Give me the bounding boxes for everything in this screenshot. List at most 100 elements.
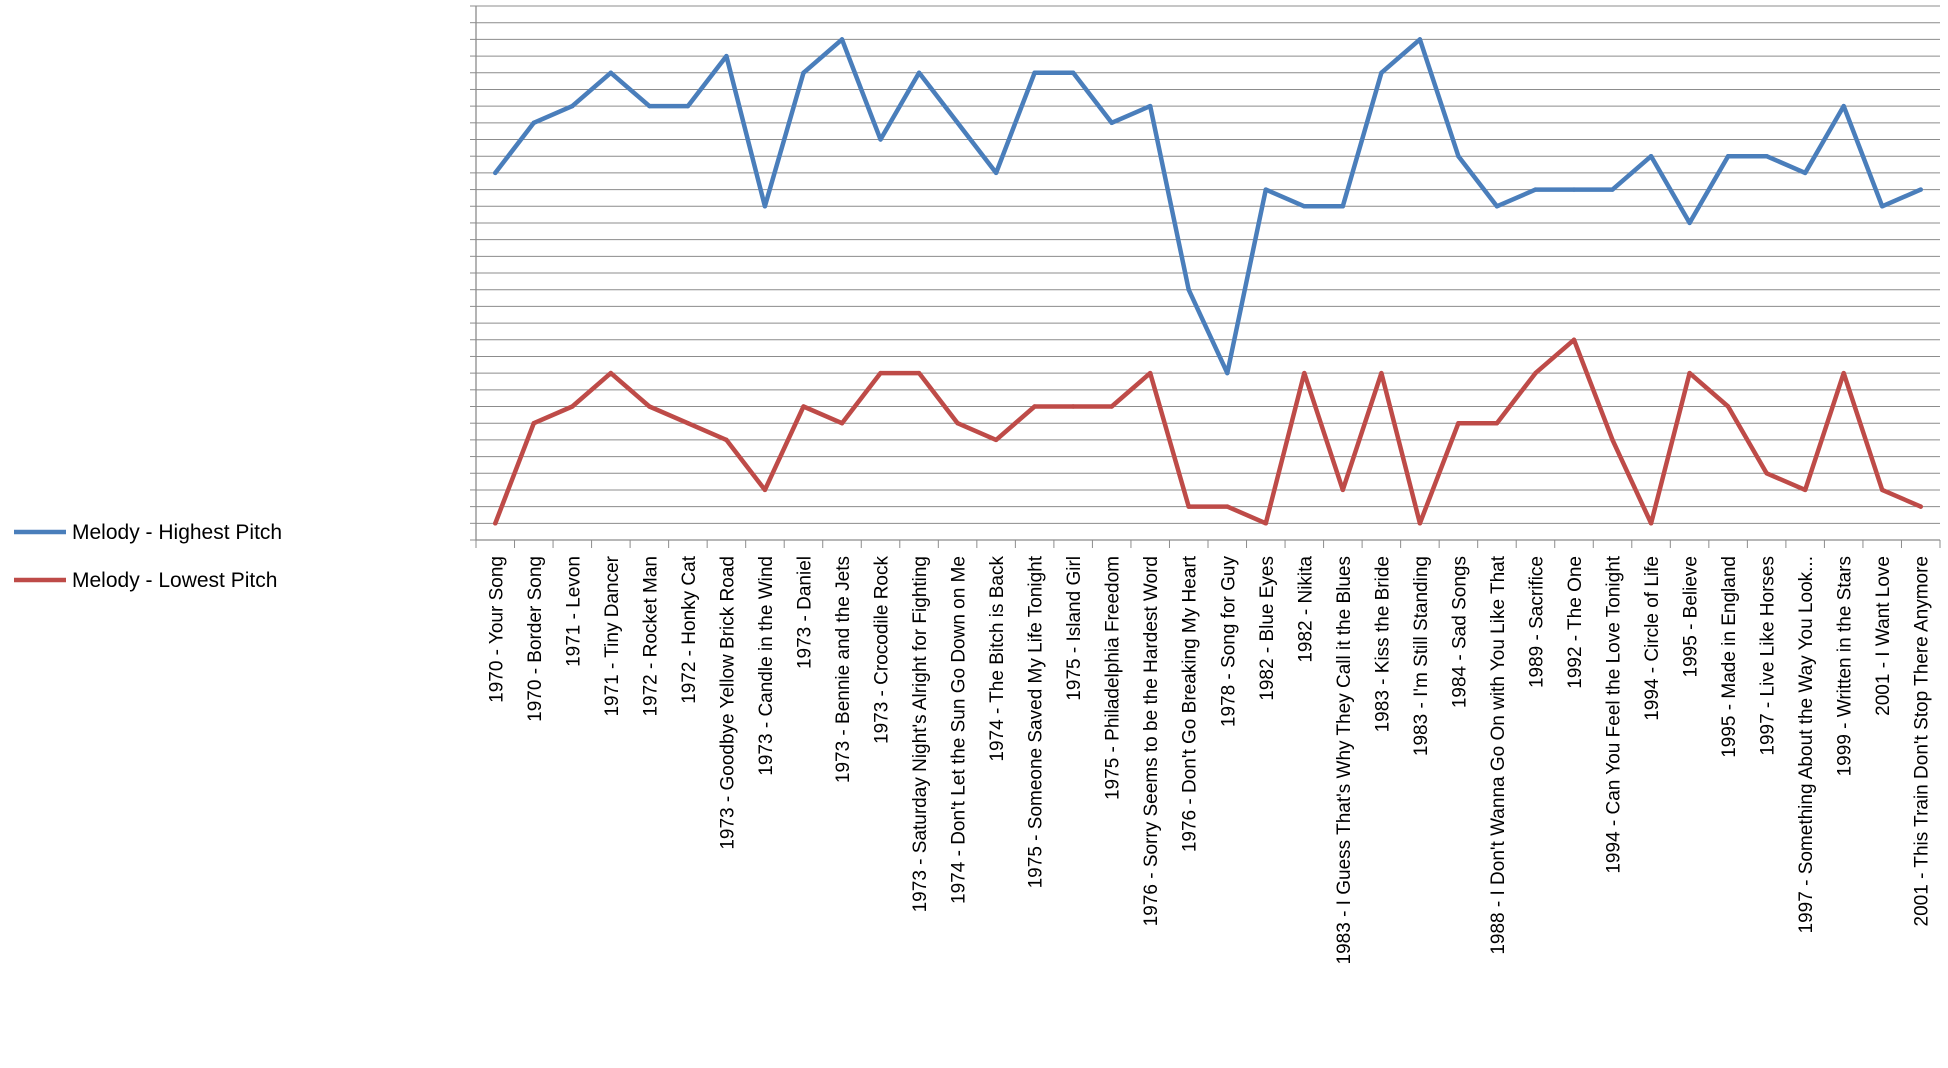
data-point bbox=[1070, 70, 1076, 75]
axes bbox=[470, 5, 1941, 548]
data-point bbox=[801, 404, 806, 409]
x-tick-label: 1971 - Levon bbox=[563, 556, 584, 667]
data-point bbox=[1186, 504, 1191, 509]
data-point bbox=[608, 370, 614, 376]
data-point bbox=[1610, 187, 1615, 192]
data-point bbox=[685, 103, 691, 109]
x-tick-label: 1972 - Honky Cat bbox=[679, 555, 700, 704]
data-point bbox=[916, 370, 922, 376]
data-point bbox=[1417, 521, 1423, 526]
x-tick-labels: 1970 - Your Song 1970 - Border Song 1971 -… bbox=[486, 555, 1932, 964]
x-tick-label: 1973 - Daniel bbox=[794, 556, 815, 669]
x-tick-label: 1976 - Sorry Seems to be the Hardest Wor… bbox=[1141, 556, 1162, 926]
x-tick-label: 1970 - Your Song bbox=[486, 556, 507, 703]
series-line bbox=[493, 337, 1923, 526]
x-tick-label: 1973 - Bennie and the Jets bbox=[833, 556, 854, 783]
x-tick-label: 1997 - Live Like Horses bbox=[1758, 556, 1779, 756]
x-tick-label: 1972 - Rocket Man bbox=[640, 556, 661, 717]
x-tick-label: 1984 - Sad Songs bbox=[1449, 556, 1470, 708]
series-lines bbox=[493, 37, 1923, 526]
x-tick-label: 1999 - Written in the Stars bbox=[1835, 556, 1856, 776]
legend-entry: Melody - Highest Pitch bbox=[14, 521, 282, 544]
series-line bbox=[493, 37, 1923, 376]
data-point bbox=[1687, 220, 1692, 226]
x-tick-label: 1992 - The One bbox=[1565, 556, 1586, 689]
data-point bbox=[1302, 370, 1307, 376]
x-tick-label: 1988 - I Don't Wanna Go On with You Like… bbox=[1488, 555, 1509, 954]
data-point bbox=[762, 487, 768, 493]
x-tick-label: 1978 - Song for Guy bbox=[1218, 556, 1239, 728]
x-tick-label: 2001 - I Want Love bbox=[1873, 556, 1894, 716]
x-tick-label: 1994 - Circle of Life bbox=[1642, 556, 1663, 721]
data-point bbox=[1841, 103, 1846, 109]
x-tick-label: 2001 - This Train Don't Stop There Anymo… bbox=[1912, 556, 1933, 926]
data-point bbox=[493, 170, 498, 176]
data-point bbox=[1225, 370, 1230, 376]
data-point bbox=[1648, 521, 1654, 526]
data-point bbox=[1494, 420, 1500, 426]
data-point bbox=[724, 53, 729, 59]
series-lowest-pitch bbox=[493, 337, 1923, 526]
data-point bbox=[1263, 521, 1268, 526]
data-point bbox=[1764, 471, 1769, 476]
data-point bbox=[1764, 153, 1769, 159]
data-point bbox=[1070, 404, 1076, 409]
x-tick-label: 1974 - The Bitch is Back bbox=[987, 556, 1008, 762]
x-tick-label: 1997 - Something About the Way You Look.… bbox=[1796, 556, 1817, 933]
data-point bbox=[1109, 404, 1114, 409]
data-point bbox=[570, 103, 575, 109]
x-tick-label: 1982 - Blue Eyes bbox=[1257, 556, 1278, 701]
legend: Melody - Highest Pitch Melody - Lowest Pi… bbox=[14, 521, 282, 592]
x-tick-label: 1973 - Goodbye Yellow Brick Road bbox=[717, 556, 738, 850]
data-point bbox=[1379, 370, 1384, 376]
series-highest-pitch bbox=[493, 37, 1923, 376]
x-tick-label: 1989 - Sacrifice bbox=[1526, 556, 1547, 688]
x-tick-label: 1975 - Someone Saved My Life Tonight bbox=[1026, 555, 1047, 888]
data-point bbox=[608, 70, 614, 75]
data-point bbox=[1648, 153, 1654, 159]
x-tick-label: 1973 - Crocodile Rock bbox=[872, 556, 893, 744]
data-point bbox=[762, 204, 768, 209]
data-point bbox=[1610, 437, 1615, 443]
data-point bbox=[1263, 187, 1268, 192]
x-tick-label: 1973 - Candle in the Wind bbox=[756, 556, 777, 776]
data-point bbox=[1802, 487, 1808, 493]
data-point bbox=[993, 437, 999, 443]
data-point bbox=[878, 137, 883, 142]
data-point bbox=[1109, 120, 1114, 126]
data-point bbox=[1494, 204, 1500, 209]
x-tick-label: 1974 - Don't Let the Sun Go Down on Me bbox=[949, 556, 970, 904]
data-point bbox=[801, 70, 806, 75]
data-point bbox=[1148, 103, 1153, 109]
data-point bbox=[1417, 37, 1423, 42]
data-point bbox=[570, 404, 575, 409]
x-tick-label: 1973 - Saturday Night's Alright for Figh… bbox=[910, 556, 931, 912]
x-tick-label: 1995 - Made in England bbox=[1719, 556, 1740, 758]
data-point bbox=[1456, 153, 1461, 159]
x-tick-label: 1970 - Border Song bbox=[525, 556, 546, 722]
data-point bbox=[1340, 204, 1346, 209]
data-point bbox=[839, 37, 845, 42]
legend-entry: Melody - Lowest Pitch bbox=[14, 569, 277, 592]
x-tick-label: 1975 - Philadelphia Freedom bbox=[1103, 556, 1124, 800]
data-point bbox=[1571, 187, 1577, 192]
data-point bbox=[493, 521, 498, 526]
x-tick-label: 1983 - I Guess That's Why They Call it t… bbox=[1334, 556, 1355, 964]
data-point bbox=[1880, 204, 1885, 209]
data-point bbox=[647, 404, 652, 409]
x-tick-label: 1995 - Believe bbox=[1681, 556, 1702, 677]
data-point bbox=[955, 120, 960, 126]
data-point bbox=[1032, 404, 1037, 409]
data-point bbox=[1841, 370, 1846, 376]
data-point bbox=[955, 420, 960, 426]
data-point bbox=[1880, 487, 1885, 493]
data-point bbox=[1225, 504, 1230, 509]
data-point bbox=[647, 103, 652, 109]
data-point bbox=[685, 420, 691, 426]
data-point bbox=[1918, 504, 1923, 509]
x-tick-label: 1971 - Tiny Dancer bbox=[602, 555, 623, 716]
data-point bbox=[1340, 487, 1346, 493]
legend-label: Melody - Highest Pitch bbox=[72, 521, 282, 544]
data-point bbox=[1148, 370, 1153, 376]
data-point bbox=[1302, 204, 1307, 209]
